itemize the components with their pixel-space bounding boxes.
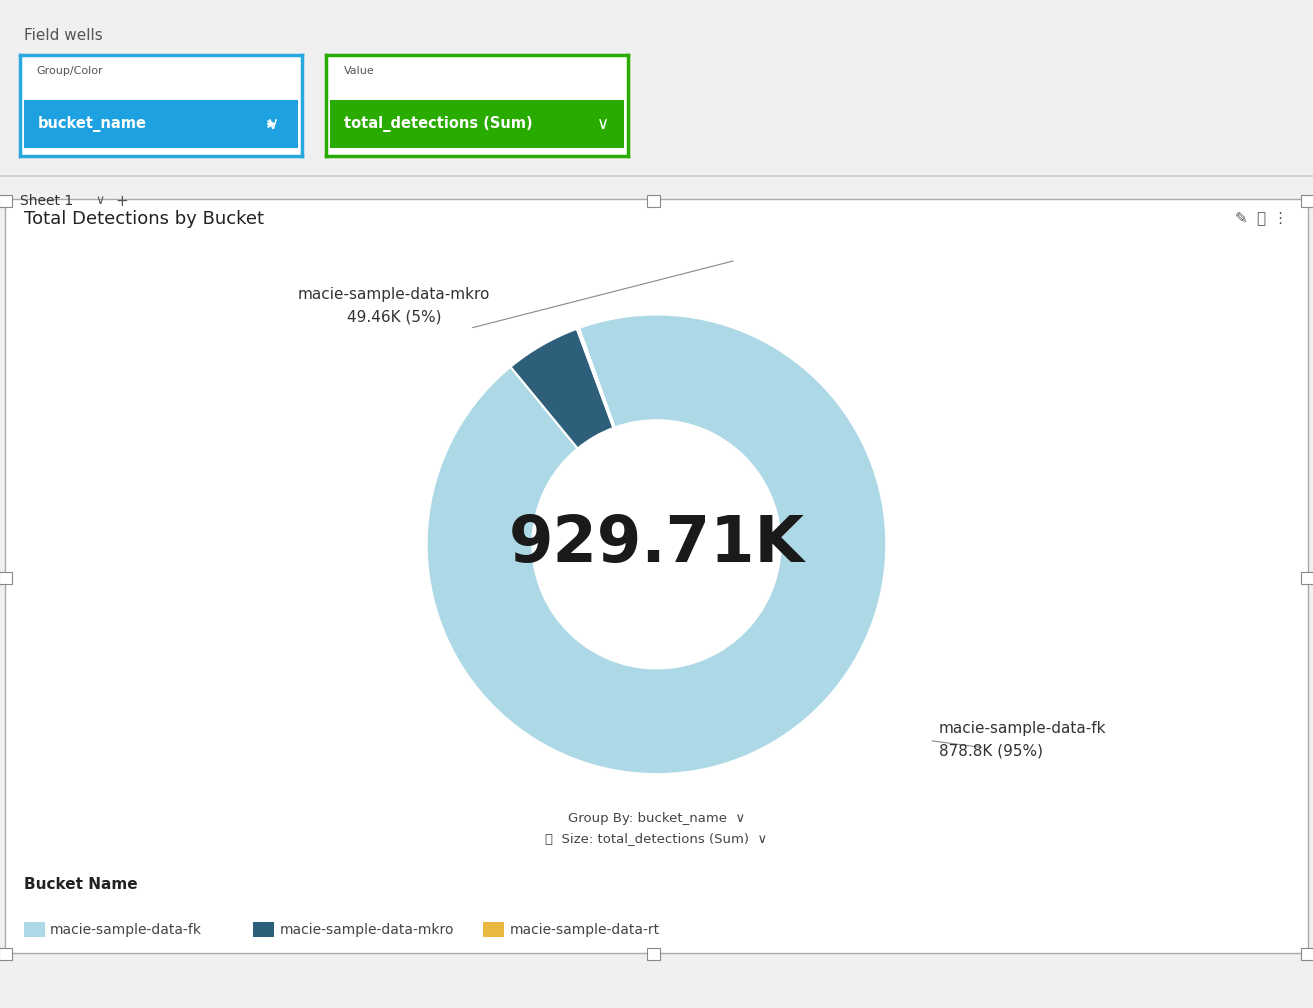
Text: Group/Color: Group/Color [37, 66, 104, 76]
Text: 878.8K (95%): 878.8K (95%) [939, 743, 1043, 758]
Text: bucket_name: bucket_name [37, 116, 146, 132]
Text: total_detections (Sum): total_detections (Sum) [344, 116, 533, 132]
Text: macie-sample-data-fk: macie-sample-data-fk [939, 721, 1107, 736]
Text: Bucket Name: Bucket Name [24, 877, 138, 892]
Text: Field wells: Field wells [24, 28, 102, 43]
Text: ✎: ✎ [1234, 211, 1247, 226]
Text: ∨: ∨ [268, 115, 280, 133]
Text: ⤢: ⤢ [1257, 211, 1264, 226]
Text: ∨: ∨ [597, 115, 609, 133]
Text: ∨: ∨ [96, 194, 105, 207]
Text: macie-sample-data-mkro: macie-sample-data-mkro [298, 287, 490, 302]
Text: ⌖  Size: total_detections (Sum)  ∨: ⌖ Size: total_detections (Sum) ∨ [545, 832, 768, 845]
Text: macie-sample-data-fk: macie-sample-data-fk [50, 923, 202, 936]
Wedge shape [511, 329, 613, 449]
Text: ⋮: ⋮ [1272, 211, 1288, 226]
Text: 929.71K: 929.71K [508, 513, 805, 576]
Text: macie-sample-data-rt: macie-sample-data-rt [509, 923, 659, 936]
Text: Sheet 1: Sheet 1 [20, 194, 74, 208]
Text: 49.46K (5%): 49.46K (5%) [347, 309, 441, 325]
Text: Group By: bucket_name  ∨: Group By: bucket_name ∨ [569, 811, 744, 825]
Wedge shape [576, 328, 614, 428]
Text: +: + [116, 194, 129, 209]
Wedge shape [427, 314, 886, 774]
Text: macie-sample-data-mkro: macie-sample-data-mkro [280, 923, 454, 936]
Text: Total Detections by Bucket: Total Detections by Bucket [24, 210, 264, 228]
Text: Value: Value [344, 66, 374, 76]
